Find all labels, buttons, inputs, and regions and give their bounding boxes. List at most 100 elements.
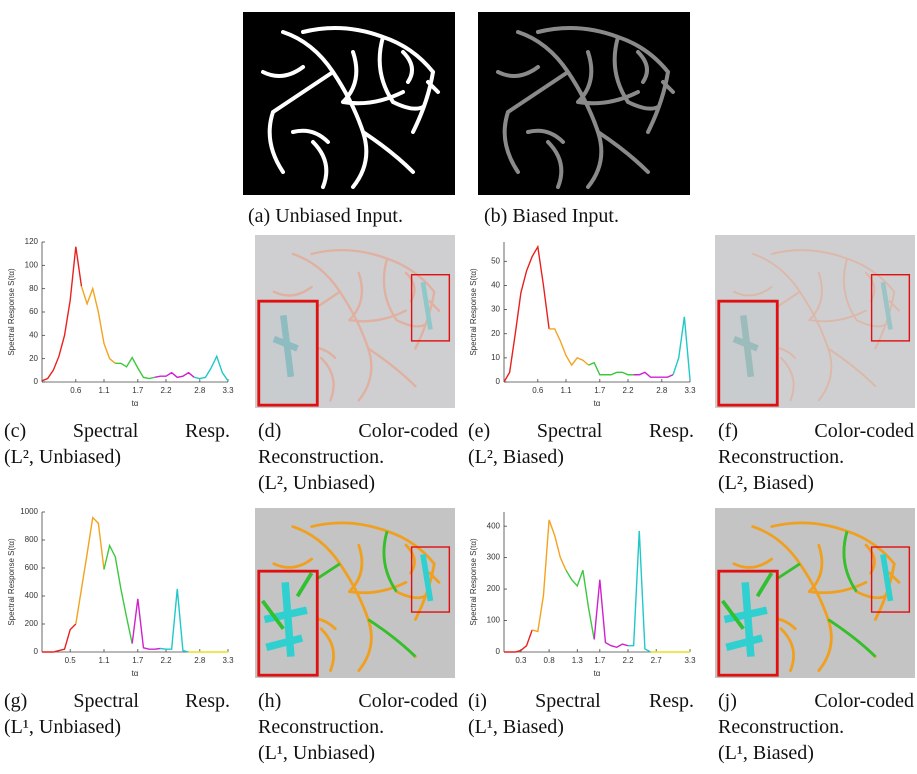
x-tick-label: 3.3 <box>684 656 696 665</box>
line-series <box>154 371 195 379</box>
x-axis-label: tα <box>594 399 601 408</box>
reconstruction-image <box>255 235 455 408</box>
caption-line: (e) Spectral Resp. <box>468 420 694 442</box>
caption: (j) Color-coded Reconstruction. (L¹, Biase… <box>718 688 914 766</box>
y-tick-label: 800 <box>25 535 39 544</box>
x-tick-label: 1.1 <box>98 656 110 665</box>
x-tick-label: 1.3 <box>572 656 584 665</box>
y-tick-label: 300 <box>487 553 501 562</box>
x-tick-label: 2.2 <box>622 656 634 665</box>
line-series <box>194 354 229 382</box>
y-tick-label: 40 <box>491 281 500 290</box>
line-series <box>628 530 651 653</box>
line-series <box>672 316 691 380</box>
x-tick-label: 1.1 <box>560 386 572 395</box>
y-axis-label: Spectral Response S(tα) <box>7 268 16 356</box>
line-series <box>41 246 83 382</box>
caption: (c) Spectral Resp. (L², Unbiased) <box>4 418 230 470</box>
y-tick-label: 0 <box>496 647 501 656</box>
y-tick-label: 10 <box>491 353 500 362</box>
y-axis-label: Spectral Response S(tα) <box>7 538 16 626</box>
y-tick-label: 400 <box>25 591 39 600</box>
line-series <box>160 588 189 653</box>
spectral-chart: 0 10 20 30 40 50 0.6 1.1 1.7 2.2 2.8 3.3 tα Spectral … <box>469 242 696 408</box>
y-tick-label: 600 <box>25 563 39 572</box>
x-tick-label: 0.6 <box>70 386 82 395</box>
x-tick-label: 1.7 <box>132 656 144 665</box>
caption-line: (g) Spectral Resp. <box>4 690 230 712</box>
y-tick-label: 200 <box>487 584 501 593</box>
caption-line: (d) Color-coded <box>258 420 458 442</box>
x-tick-label: 2.2 <box>160 656 172 665</box>
caption-line: (j) Color-coded <box>718 690 914 712</box>
x-tick-label: 3.3 <box>684 386 696 395</box>
y-tick-label: 200 <box>25 619 39 628</box>
caption: (a) Unbiased Input. <box>248 203 453 229</box>
y-tick-label: 100 <box>25 260 39 269</box>
caption-line: (i) Spectral Resp. <box>468 690 694 712</box>
y-axis-label: Spectral Response S(tα) <box>469 538 478 626</box>
caption-line: (L², Unbiased) <box>258 472 376 494</box>
caption: (i) Spectral Resp. (L¹, Biased) <box>468 688 694 740</box>
spectral-chart: 0 200 400 600 800 1000 0.5 1.1 1.7 2.2 2.8 3.3 tα Spe… <box>7 507 234 678</box>
reconstruction-image <box>715 508 915 678</box>
x-tick-label: 1.7 <box>594 386 606 395</box>
y-tick-label: 0 <box>34 377 39 386</box>
caption-line: Reconstruction. <box>718 716 845 738</box>
y-tick-label: 60 <box>29 307 38 316</box>
x-tick-label: 2.8 <box>194 656 206 665</box>
x-tick-label: 2.2 <box>622 386 634 395</box>
caption-line: (L¹, Unbiased) <box>4 716 122 738</box>
x-tick-label: 2.8 <box>656 386 668 395</box>
line-series <box>115 356 155 380</box>
y-tick-label: 120 <box>25 237 39 246</box>
line-series <box>75 516 105 625</box>
x-axis-label: tα <box>132 399 139 408</box>
x-tick-label: 1.7 <box>594 656 606 665</box>
caption: (b) Biased Input. <box>484 203 689 229</box>
line-series <box>42 623 77 653</box>
y-tick-label: 20 <box>29 354 38 363</box>
caption: (f) Color-coded Reconstruction. (L², Biase… <box>718 418 914 496</box>
line-series <box>565 569 595 640</box>
x-tick-label: 3.3 <box>222 656 234 665</box>
x-tick-label: 3.3 <box>222 386 234 395</box>
line-series <box>531 519 567 633</box>
caption-line: (L², Biased) <box>718 472 814 494</box>
x-tick-label: 1.1 <box>98 386 110 395</box>
caption-line: (a) Unbiased Input. <box>248 205 403 227</box>
x-axis-label: tα <box>594 669 601 678</box>
x-tick-label: 0.3 <box>515 656 527 665</box>
caption: (g) Spectral Resp. (L¹, Unbiased) <box>4 688 230 740</box>
y-tick-label: 0 <box>496 377 501 386</box>
x-axis-label: tα <box>132 669 139 678</box>
x-tick-label: 1.7 <box>132 386 144 395</box>
line-series <box>131 598 161 650</box>
line-series <box>588 361 634 376</box>
unbiased-input-image <box>243 12 455 195</box>
x-tick-label: 0.5 <box>65 656 77 665</box>
caption-line: (L², Biased) <box>468 446 564 468</box>
caption-line: Reconstruction. <box>258 716 385 738</box>
caption-line: (L¹, Biased) <box>718 742 814 764</box>
x-tick-label: 2.8 <box>194 386 206 395</box>
y-tick-label: 20 <box>491 329 500 338</box>
caption: (e) Spectral Resp. (L², Biased) <box>468 418 694 470</box>
line-series <box>633 371 674 378</box>
y-tick-label: 40 <box>29 330 38 339</box>
y-tick-label: 30 <box>491 305 500 314</box>
caption-line: (h) Color-coded <box>258 690 458 712</box>
biased-input-image <box>478 12 690 195</box>
y-tick-label: 80 <box>29 284 38 293</box>
line-series <box>80 286 116 364</box>
line-series <box>103 543 133 644</box>
caption: (d) Color-coded Reconstruction. (L², Unbia… <box>258 418 458 496</box>
y-tick-label: 100 <box>487 616 501 625</box>
y-tick-label: 50 <box>491 256 500 265</box>
caption-line: (L¹, Biased) <box>468 716 564 738</box>
y-tick-label: 0 <box>34 647 39 656</box>
caption-line: (b) Biased Input. <box>484 205 619 227</box>
spectral-chart: 0 100 200 300 400 0.3 0.8 1.3 1.7 2.2 2.7 3.3 tα Spec… <box>469 512 696 678</box>
line-series <box>503 244 550 383</box>
